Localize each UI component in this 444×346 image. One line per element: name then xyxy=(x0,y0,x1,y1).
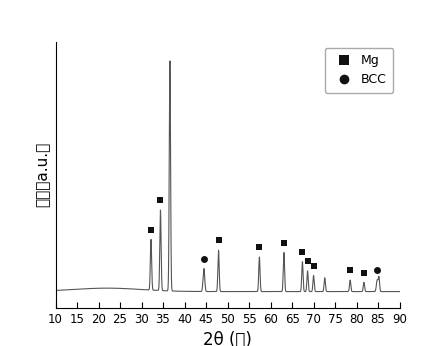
X-axis label: 2θ (度): 2θ (度) xyxy=(203,331,252,346)
Legend: Mg, BCC: Mg, BCC xyxy=(325,48,393,92)
Y-axis label: 强度（a.u.）: 强度（a.u.） xyxy=(35,142,50,207)
